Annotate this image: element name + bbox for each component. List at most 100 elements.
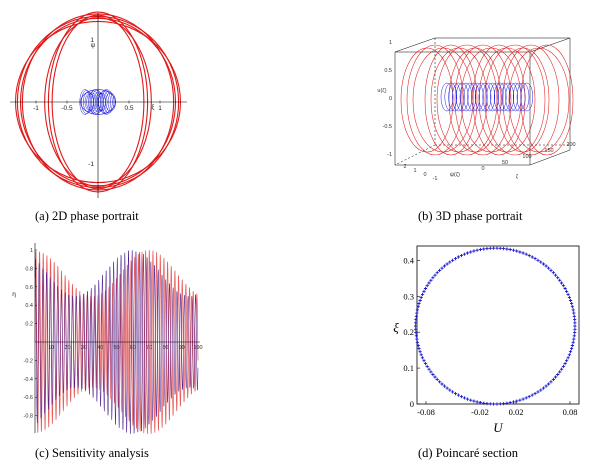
chart-b-outer-loop: [502, 44, 560, 156]
chart-d-point: [524, 252, 528, 256]
chart-d-point: [462, 396, 466, 400]
chart-d-point: [419, 353, 423, 357]
chart-c-y-tick: -0.8: [24, 414, 33, 420]
chart-b-inner-loop: [448, 82, 461, 112]
chart-a-x-tick: -0.5: [61, 105, 73, 112]
chart-d-point: [431, 372, 435, 377]
chart-d-point: [551, 377, 555, 381]
chart-b-ylabel: u(ζ): [377, 88, 386, 94]
chart-d-point: [485, 247, 489, 251]
chart-d-point: [492, 402, 496, 406]
chart-b-x-tick: 2: [403, 164, 406, 170]
chart-d-poincare-section: -0.08 -0.02 0.02 0.08 0.4 0.3 0.2 0.1 0 U ξ: [393, 245, 580, 435]
chart-b-orbits: [400, 44, 574, 156]
chart-d-point: [533, 257, 537, 261]
chart-d-point: [515, 249, 519, 253]
chart-d-point: [472, 249, 476, 253]
chart-b-outer-loop: [508, 47, 570, 153]
chart-b-inner-loop: [467, 82, 480, 112]
chart-d-point: [511, 400, 516, 404]
chart-d-point: [488, 402, 492, 406]
chart-d-point: [423, 362, 428, 366]
chart-b-y-tick: 50: [502, 160, 508, 166]
chart-d-point: [533, 392, 537, 396]
chart-d-point: [418, 350, 422, 354]
chart-d-point: [527, 254, 531, 258]
chart-d-point: [536, 258, 540, 262]
chart-d-xlabel: U: [493, 420, 504, 435]
chart-b-inner-loop: [455, 82, 469, 112]
chart-d-point: [560, 367, 564, 371]
chart-d-point: [563, 362, 567, 366]
chart-d-point: [524, 396, 528, 400]
chart-b-outer-loop: [484, 44, 546, 156]
chart-c-y-tick: 0.4: [25, 303, 33, 309]
chart-b-inner-loop: [493, 82, 507, 112]
chart-d-point: [440, 382, 444, 386]
chart-a-xlabel: ξ: [152, 104, 155, 111]
chart-d-point: [429, 370, 433, 374]
chart-b-inner-loop: [471, 82, 484, 112]
chart-d-point: [541, 386, 546, 390]
chart-d-point: [431, 276, 435, 280]
chart-b-x-tick: 1: [413, 168, 416, 174]
chart-a-x-tick: -1: [33, 105, 39, 112]
chart-c-x-tick: 90: [179, 345, 185, 351]
chart-d-point: [429, 278, 433, 282]
chart-d-point: [472, 399, 476, 403]
chart-d-point: [515, 399, 519, 403]
chart-b-inner-loop: [512, 82, 526, 112]
chart-d-point: [414, 327, 418, 331]
chart-d-point: [573, 318, 577, 322]
chart-d-point: [573, 331, 577, 335]
chart-c-series-b: [34, 250, 199, 434]
chart-d-point: [521, 397, 525, 401]
chart-a-y-tick: -1: [88, 161, 94, 168]
chart-d-point: [482, 401, 486, 405]
chart-d-point: [521, 251, 525, 255]
chart-d-point: [495, 246, 499, 250]
chart-d-point: [549, 268, 553, 272]
chart-d-ylabel: ξ: [393, 320, 399, 335]
chart-d-point: [530, 393, 534, 397]
chart-d-point: [511, 248, 516, 252]
chart-d-point: [414, 334, 418, 338]
chart-d-x-tick: 0.02: [509, 407, 524, 417]
chart-b-inner-loop: [516, 82, 530, 112]
chart-d-point: [485, 402, 489, 406]
chart-b-inner-loop: [490, 82, 503, 112]
chart-d-y-tick: 0.2: [403, 327, 414, 337]
chart-d-point: [422, 289, 426, 293]
chart-b-z-tick: -1: [387, 152, 392, 158]
chart-d-point: [554, 273, 558, 277]
chart-b-outer-loop: [406, 44, 464, 156]
chart-b-z-tick: -0.5: [383, 124, 392, 130]
chart-c-x-tick: 80: [162, 345, 168, 351]
chart-b-inner-loop: [463, 82, 477, 112]
chart-d-point: [568, 298, 573, 303]
chart-d-point: [544, 384, 548, 388]
chart-d-point: [558, 278, 562, 282]
chart-b-inner-loop: [440, 82, 454, 112]
chart-d-point: [571, 308, 575, 312]
chart-d-point: [570, 343, 574, 348]
chart-d-y-tick: 0.3: [403, 291, 414, 301]
chart-b-inner-loop: [444, 82, 458, 112]
chart-d-point: [417, 302, 421, 306]
chart-d-point: [488, 246, 492, 250]
chart-d-point: [425, 364, 429, 368]
chart-d-point: [568, 350, 573, 354]
chart-d-point: [451, 390, 455, 394]
chart-d-point: [415, 308, 419, 312]
chart-d-point: [456, 393, 460, 397]
chart-d-point: [572, 314, 576, 318]
chart-b-y-tick: 0: [481, 166, 484, 172]
chart-d-point: [544, 264, 548, 268]
chart-b-y-tick: 200: [566, 142, 575, 148]
chart-d-point: [415, 340, 419, 344]
chart-d-point: [498, 246, 502, 250]
chart-c-x-tick: 50: [113, 345, 119, 351]
chart-d-point: [427, 281, 431, 285]
chart-d-point: [414, 324, 418, 328]
chart-b-xlabel: ζ: [516, 174, 519, 180]
